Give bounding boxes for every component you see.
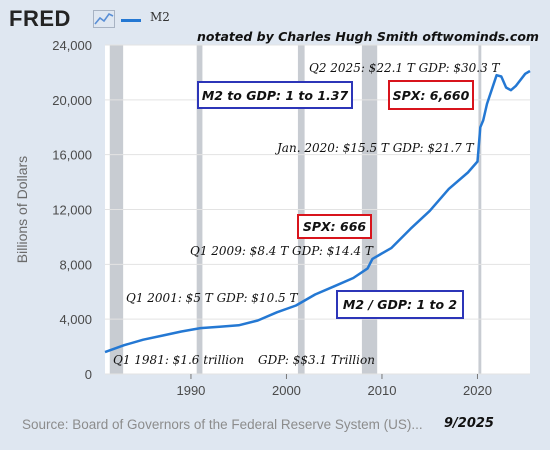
y-tick-label-5: 20,000 xyxy=(52,93,92,108)
x-tick-label-1: 2000 xyxy=(272,383,301,398)
annotation-q1-2009: Q1 2009: $8.4 T GDP: $14.4 T xyxy=(190,244,373,258)
box-m2-gdp-1-137: M2 to GDP: 1 to 1.37 xyxy=(197,81,353,109)
series-line-m2 xyxy=(104,69,531,354)
y-tick-label-0: 0 xyxy=(85,367,92,382)
y-tick-label-4: 16,000 xyxy=(52,148,92,163)
annotation-q1-1981: Q1 1981: $1.6 trillion xyxy=(113,353,245,367)
legend-swatch-m2 xyxy=(121,19,141,22)
box-spx-666: SPX: 666 xyxy=(297,214,372,239)
notated-by: notated by Charles Hugh Smith oftwominds… xyxy=(197,29,539,44)
annotation-gdp-1981: GDP: $$3.1 Trillion xyxy=(258,353,375,367)
line-chart-icon xyxy=(93,10,115,28)
y-tick-label-6: 24,000 xyxy=(52,38,92,53)
box-m2-gdp-1-2: M2 / GDP: 1 to 2 xyxy=(336,290,464,319)
x-tick-label-0: 1990 xyxy=(176,383,205,398)
y-tick-label-1: 4,000 xyxy=(59,312,92,327)
x-tick-label-3: 2020 xyxy=(463,383,492,398)
x-tick-label-2: 2010 xyxy=(368,383,397,398)
y-tick-label-3: 12,000 xyxy=(52,203,92,218)
annotation-q1-2001: Q1 2001: $5 T GDP: $10.5 T xyxy=(126,291,298,305)
legend-label-m2: M2 xyxy=(150,10,170,24)
fred-logo: FRED xyxy=(9,6,71,31)
source-note: Source: Board of Governors of the Federa… xyxy=(22,417,423,432)
source-date: 9/2025 xyxy=(444,416,494,431)
y-tick-label-2: 8,000 xyxy=(59,257,92,272)
annotation-jan-2020: Jan. 2020: $15.5 T GDP: $21.7 T xyxy=(277,141,474,155)
annotation-q2-2025: Q2 2025: $22.1 T GDP: $30.3 T xyxy=(309,61,500,75)
y-axis-label: Billions of Dollars xyxy=(14,156,30,263)
box-spx-6660: SPX: 6,660 xyxy=(388,80,474,110)
